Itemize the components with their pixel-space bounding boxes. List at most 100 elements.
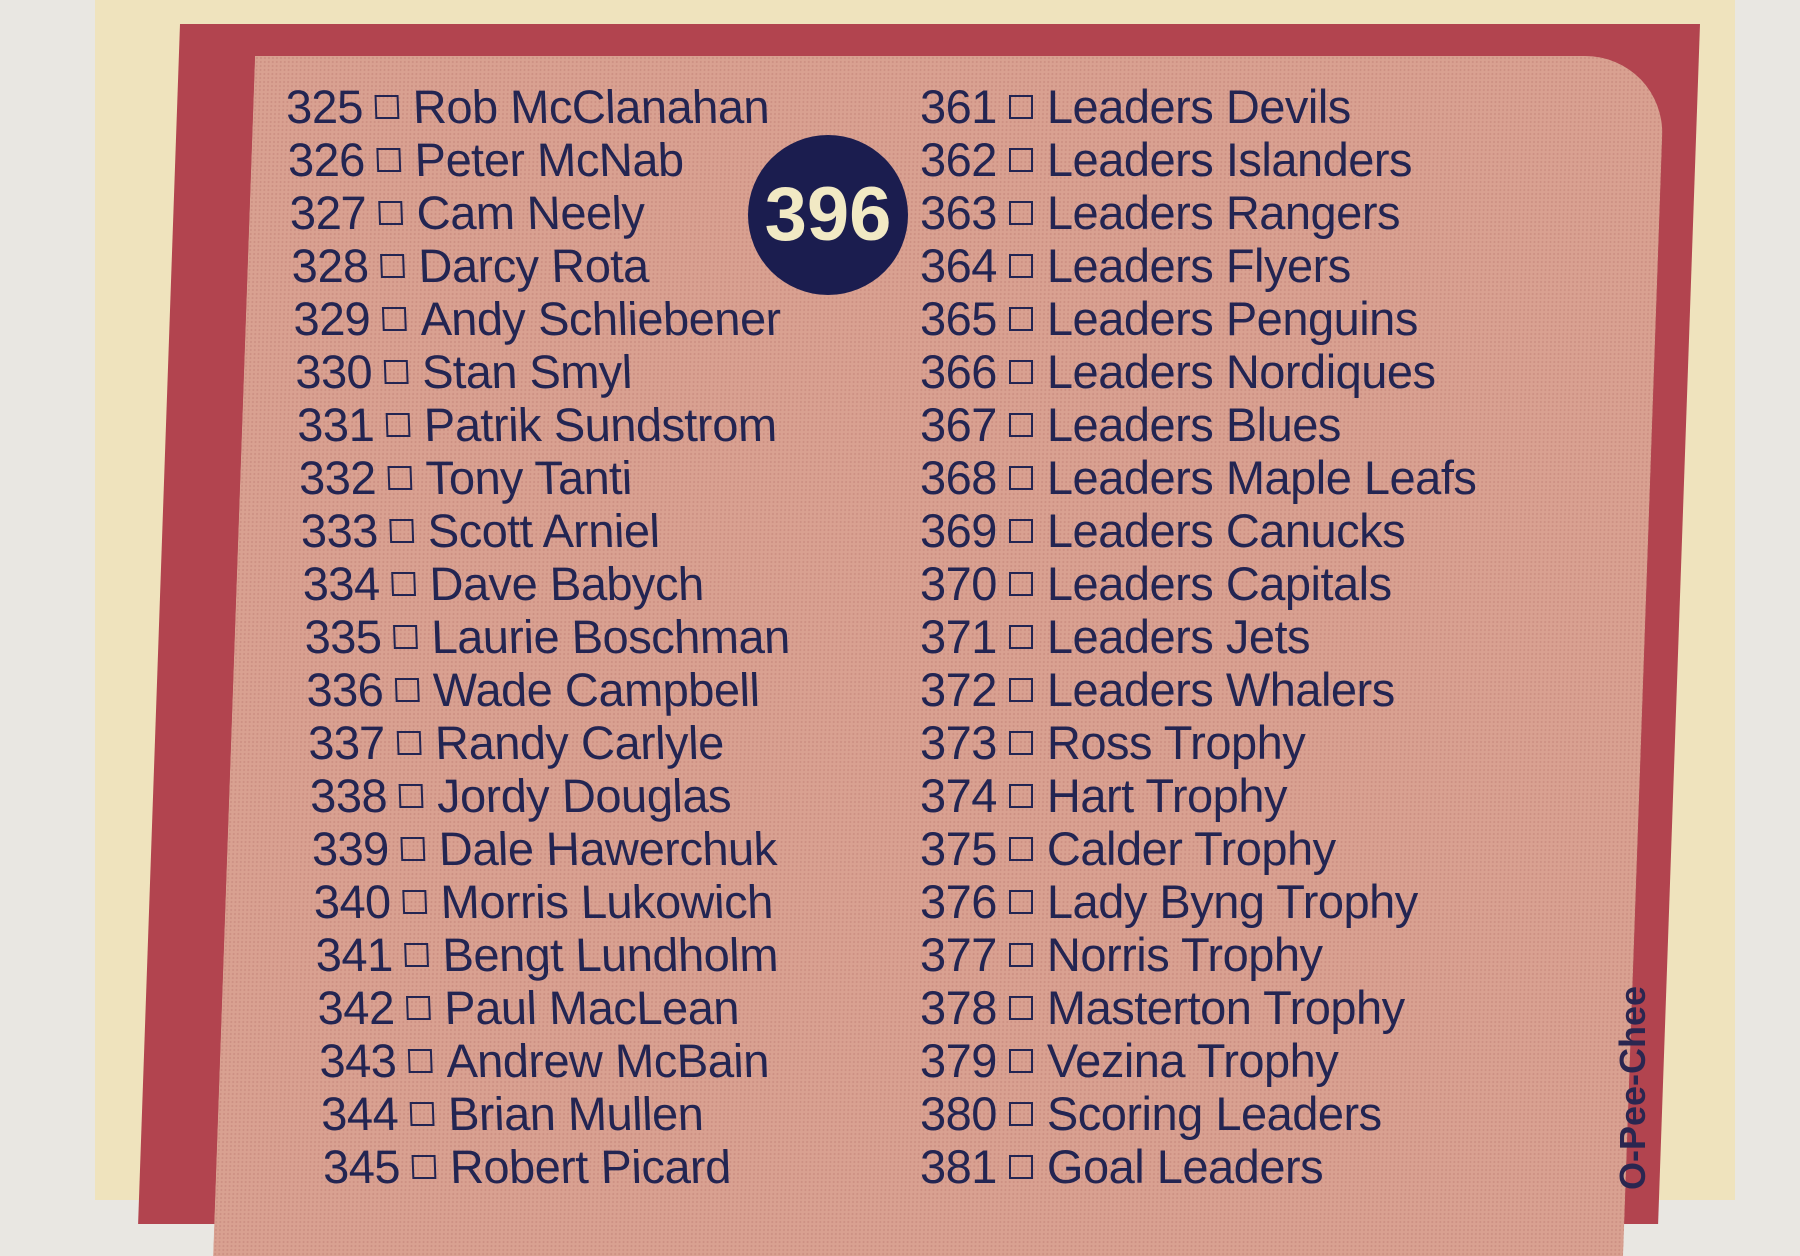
item-name: Leaders Islanders xyxy=(1046,133,1413,186)
checklist-item: 375 Calder Trophy xyxy=(920,822,1476,875)
checklist-item: 328 Darcy Rota xyxy=(291,239,780,292)
item-name: Hart Trophy xyxy=(1046,769,1288,822)
card-number: 334 xyxy=(301,557,381,610)
checkbox-icon xyxy=(392,624,418,649)
item-name: Leaders Whalers xyxy=(1046,663,1395,716)
checkbox-icon xyxy=(383,359,409,384)
card-number: 332 xyxy=(297,451,377,504)
checklist-item: 338 Jordy Douglas xyxy=(309,769,798,822)
card-number: 370 xyxy=(920,557,997,610)
card-number: 362 xyxy=(920,133,997,186)
checkbox-icon xyxy=(1008,730,1033,755)
checkbox-icon xyxy=(1008,306,1033,331)
checklist-item: 361 Leaders Devils xyxy=(920,80,1476,133)
item-name: Cam Neely xyxy=(415,186,646,239)
checkbox-icon xyxy=(1008,465,1033,490)
card-number: 364 xyxy=(920,239,997,292)
card-number: 341 xyxy=(314,928,394,981)
card-number: 333 xyxy=(299,504,379,557)
card-number: 340 xyxy=(312,875,392,928)
card-number: 368 xyxy=(920,451,997,504)
checklist-item: 379 Vezina Trophy xyxy=(920,1034,1476,1087)
item-name: Peter McNab xyxy=(413,133,685,186)
checklist-item: 325 Rob McClanahan xyxy=(285,80,774,133)
item-name: Leaders Rangers xyxy=(1046,186,1401,239)
item-name: Dale Hawerchuk xyxy=(437,822,778,875)
checkbox-icon xyxy=(405,995,431,1020)
card-number: 325 xyxy=(285,80,364,133)
left-checklist-column: 325 Rob McClanahan 326 Peter McNab 327 Cam Ne… xyxy=(285,80,811,1193)
item-name: Darcy Rota xyxy=(417,239,650,292)
card-number: 373 xyxy=(920,716,997,769)
checklist-item: 369 Leaders Canucks xyxy=(920,504,1476,557)
checkbox-icon xyxy=(407,1048,433,1073)
checklist-item: 342 Paul MacLean xyxy=(316,981,805,1034)
checklist-item: 333 Scott Arniel xyxy=(300,504,789,557)
card-number: 372 xyxy=(920,663,997,716)
card-number: 329 xyxy=(292,292,372,345)
checkbox-icon xyxy=(1008,253,1033,278)
item-name: Leaders Devils xyxy=(1046,80,1351,133)
card-number: 363 xyxy=(920,186,997,239)
item-name: Tony Tanti xyxy=(424,451,633,504)
checkbox-icon xyxy=(387,465,413,490)
checkbox-icon xyxy=(1008,836,1033,861)
checklist-item: 380 Scoring Leaders xyxy=(920,1087,1476,1140)
checkbox-icon xyxy=(385,412,411,437)
card-number: 376 xyxy=(920,875,997,928)
checkbox-icon xyxy=(394,677,420,702)
item-name: Leaders Jets xyxy=(1046,610,1311,663)
card-number: 361 xyxy=(920,80,997,133)
item-name: Leaders Capitals xyxy=(1046,557,1392,610)
brand-label: O-Pee-Chee xyxy=(1612,985,1653,1190)
checklist-item: 362 Leaders Islanders xyxy=(920,133,1476,186)
checkbox-icon xyxy=(381,306,407,331)
checkbox-icon xyxy=(1008,677,1033,702)
item-name: Patrik Sundstrom xyxy=(423,398,778,451)
item-name: Stan Smyl xyxy=(421,345,633,398)
card-number: 335 xyxy=(303,610,383,663)
checklist-item: 370 Leaders Capitals xyxy=(920,557,1476,610)
checklist-item: 345 Robert Picard xyxy=(322,1140,811,1193)
checklist-item: 344 Brian Mullen xyxy=(320,1087,809,1140)
item-name: Bengt Lundholm xyxy=(441,928,779,981)
item-name: Leaders Blues xyxy=(1046,398,1341,451)
card-number: 375 xyxy=(920,822,997,875)
checkbox-icon xyxy=(391,571,416,596)
checklist-item: 373 Ross Trophy xyxy=(920,716,1476,769)
checkbox-icon xyxy=(379,253,405,278)
checkbox-icon xyxy=(1008,518,1033,543)
checkbox-icon xyxy=(1008,624,1033,649)
card-number: 331 xyxy=(296,398,375,451)
checkbox-icon xyxy=(376,147,402,172)
checkbox-icon xyxy=(1008,200,1033,225)
item-name: Morris Lukowich xyxy=(439,875,774,928)
card-number: 328 xyxy=(290,239,370,292)
checkbox-icon xyxy=(1008,1048,1033,1073)
card-number: 342 xyxy=(316,981,396,1034)
checkbox-icon xyxy=(409,1101,435,1126)
item-name: Calder Trophy xyxy=(1046,822,1336,875)
checklist-item: 337 Randy Carlyle xyxy=(307,716,796,769)
checkbox-icon xyxy=(1008,995,1033,1020)
checklist-item: 335 Laurie Boschman xyxy=(304,610,793,663)
checklist-item: 366 Leaders Nordiques xyxy=(920,345,1476,398)
item-name: Dave Babych xyxy=(428,557,705,610)
card-number: 344 xyxy=(320,1087,399,1140)
checkbox-icon xyxy=(374,94,400,119)
checklist-item: 340 Morris Lukowich xyxy=(313,875,802,928)
checkbox-icon xyxy=(1008,889,1033,914)
checklist-item: 376 Lady Byng Trophy xyxy=(920,875,1476,928)
checklist-item: 378 Masterton Trophy xyxy=(920,981,1476,1034)
item-name: Robert Picard xyxy=(448,1140,732,1193)
card-number: 369 xyxy=(920,504,997,557)
item-name: Goal Leaders xyxy=(1046,1140,1324,1193)
checklist-item: 364 Leaders Flyers xyxy=(920,239,1476,292)
item-name: Norris Trophy xyxy=(1046,928,1323,981)
checkbox-icon xyxy=(1008,147,1033,172)
checklist-item: 367 Leaders Blues xyxy=(920,398,1476,451)
item-name: Masterton Trophy xyxy=(1046,981,1405,1034)
item-name: Jordy Douglas xyxy=(435,769,732,822)
checklist-item: 327 Cam Neely xyxy=(289,186,778,239)
card-number: 365 xyxy=(920,292,997,345)
